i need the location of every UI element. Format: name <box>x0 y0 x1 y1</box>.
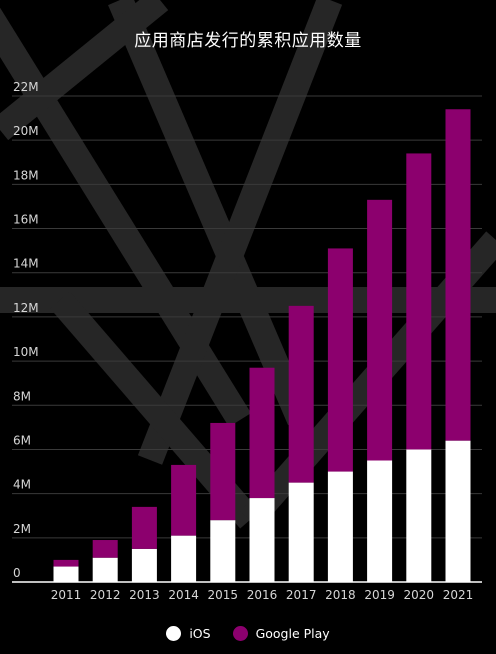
chart-title: 应用商店发行的累积应用数量 <box>134 31 362 51</box>
x-tick-label: 2013 <box>129 588 160 602</box>
bar-google-play <box>406 153 432 450</box>
x-tick-label: 2015 <box>208 588 239 602</box>
legend-label-ios: iOS <box>189 626 211 641</box>
x-tick-label: 2017 <box>286 588 317 602</box>
y-tick-label: 22M <box>13 80 39 94</box>
legend-item-ios: iOS <box>166 626 211 641</box>
legend: iOS Google Play <box>0 626 496 641</box>
bar-ios <box>171 535 197 582</box>
x-tick-label: 2014 <box>168 588 199 602</box>
y-tick-label: 18M <box>13 168 39 182</box>
bar-ios <box>445 440 471 582</box>
y-tick-label: 6M <box>13 433 31 447</box>
y-tick-label: 8M <box>13 389 31 403</box>
x-tick-label: 2020 <box>404 588 435 602</box>
bar-ios <box>53 566 79 582</box>
x-tick-label: 2011 <box>51 588 82 602</box>
bar-google-play <box>92 540 118 558</box>
bar-google-play <box>288 305 314 483</box>
x-tick-label: 2019 <box>364 588 395 602</box>
bar-google-play <box>210 422 236 521</box>
y-tick-label: 12M <box>13 301 39 315</box>
bar-google-play <box>445 109 471 441</box>
x-tick-label: 2012 <box>90 588 121 602</box>
legend-item-google-play: Google Play <box>232 626 330 641</box>
y-tick-label: 16M <box>13 213 39 227</box>
x-tick-label: 2021 <box>443 588 474 602</box>
bar-google-play <box>249 367 275 499</box>
bar-ios <box>327 471 353 582</box>
bar-google-play <box>131 506 157 549</box>
bar-ios <box>288 482 314 582</box>
y-tick-label: 0 <box>13 566 21 580</box>
y-tick-label: 14M <box>13 257 39 271</box>
y-tick-label: 4M <box>13 478 31 492</box>
legend-swatch-google-play <box>232 626 248 641</box>
y-tick-label: 2M <box>13 522 31 536</box>
bar-google-play <box>327 248 353 472</box>
bar-ios <box>406 449 432 582</box>
x-tick-label: 2016 <box>247 588 278 602</box>
y-tick-label: 20M <box>13 124 39 138</box>
bar-google-play <box>367 199 393 461</box>
bar-ios <box>367 460 393 582</box>
bar-ios <box>210 520 236 582</box>
legend-swatch-ios <box>166 626 182 641</box>
x-tick-label: 2018 <box>325 588 356 602</box>
y-tick-label: 10M <box>13 345 39 359</box>
bar-google-play <box>171 464 197 536</box>
bar-ios <box>92 557 118 582</box>
bar-ios <box>131 548 157 582</box>
bar-ios <box>249 498 275 582</box>
bar-google-play <box>53 559 79 567</box>
legend-label-google-play: Google Play <box>255 626 330 641</box>
